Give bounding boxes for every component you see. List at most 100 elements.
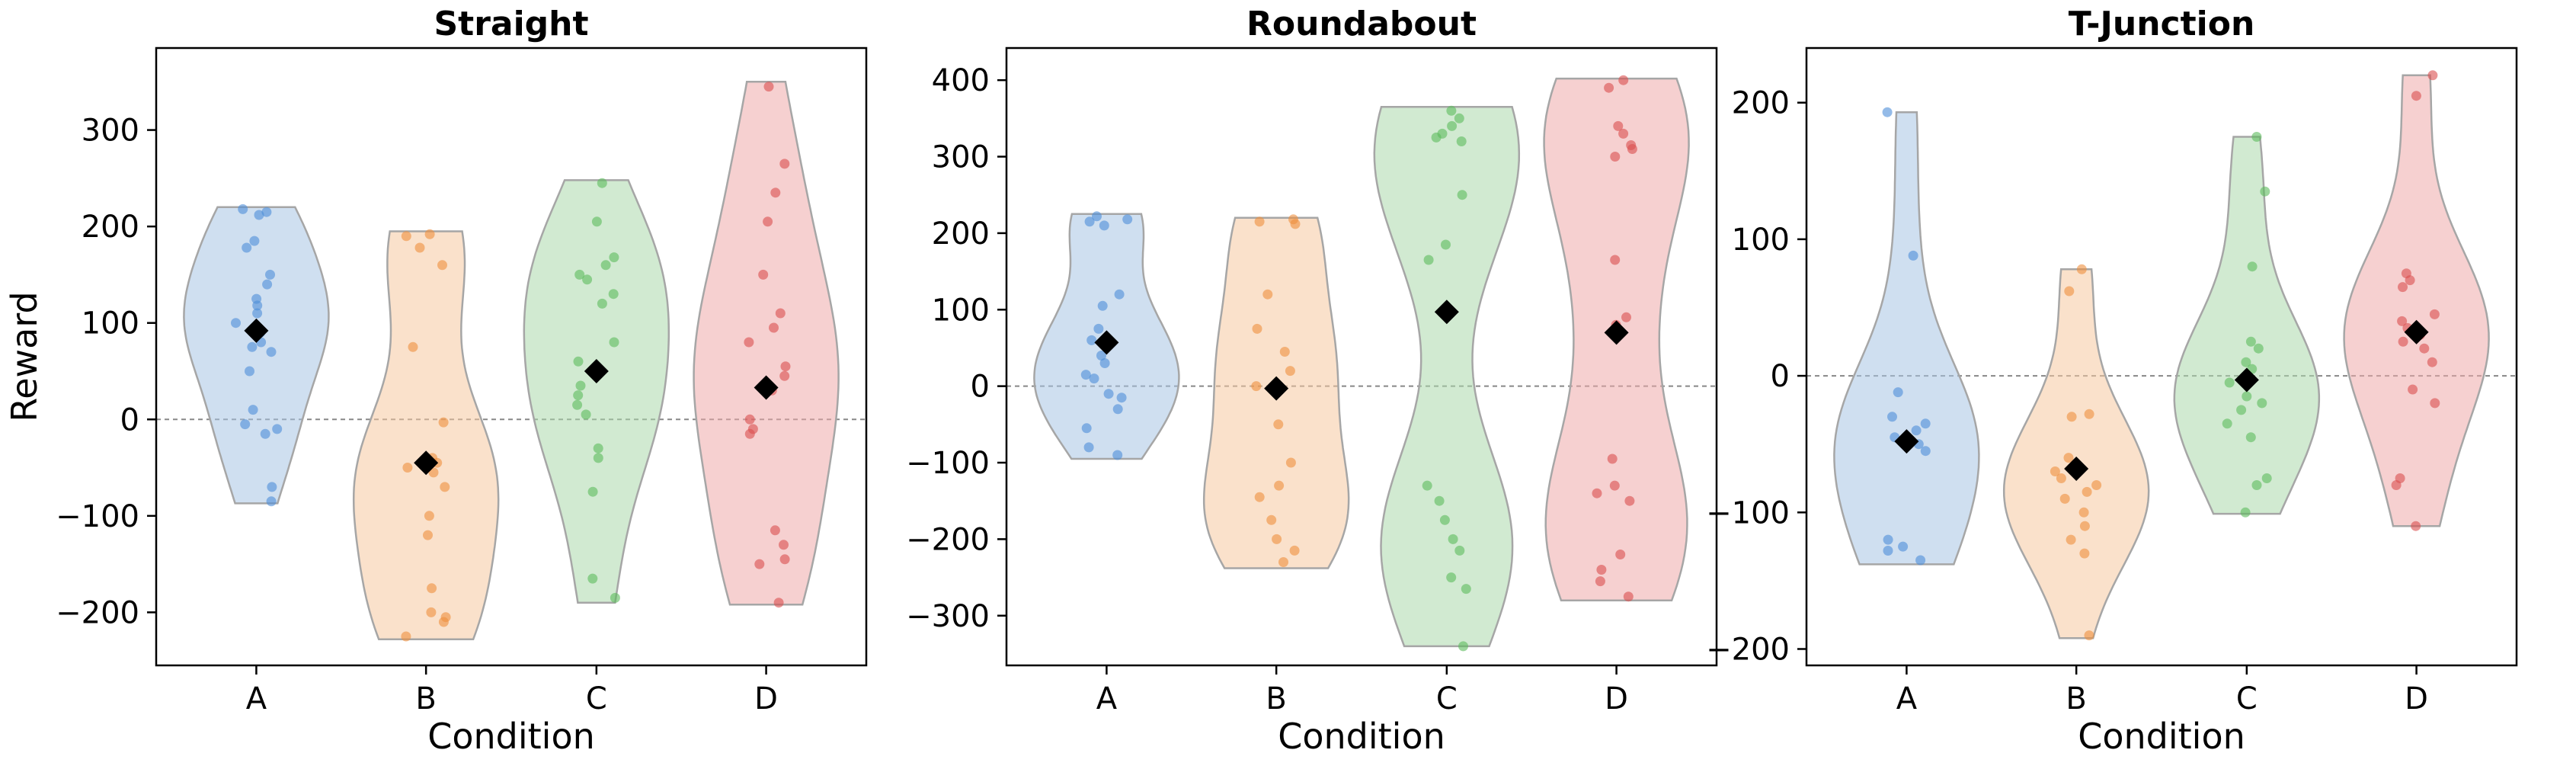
data-point (2419, 343, 2430, 354)
data-point (252, 300, 263, 311)
data-point (608, 289, 619, 300)
x-tick-label: C (1436, 681, 1458, 716)
data-point (2064, 286, 2075, 296)
data-point (1887, 412, 1897, 422)
data-point (763, 216, 773, 227)
plot-frame (155, 46, 868, 667)
data-point (1285, 366, 1295, 377)
data-point (1273, 419, 1284, 430)
mean-marker-B (2064, 456, 2089, 481)
data-point (1116, 393, 1127, 403)
data-point (1099, 358, 1110, 368)
data-point (587, 486, 598, 497)
y-tick-label: −100 (56, 499, 139, 534)
data-point (775, 308, 786, 319)
mean-marker-D (1604, 320, 1629, 345)
data-point (572, 399, 583, 410)
data-point (1439, 514, 1450, 525)
data-point (581, 409, 591, 420)
data-point (2084, 630, 2094, 641)
data-point (1081, 423, 1092, 434)
data-point (1915, 555, 1926, 566)
data-point (262, 279, 273, 290)
data-point (609, 252, 619, 263)
data-point (1083, 442, 1094, 453)
mean-marker-B (1264, 376, 1289, 401)
data-point (1446, 572, 1457, 583)
data-point (1289, 545, 1300, 556)
data-point (780, 361, 791, 372)
data-point (2091, 480, 2102, 490)
y-axis-label: Reward (4, 291, 45, 421)
data-point (1114, 289, 1125, 300)
data-point (261, 207, 272, 217)
data-point (2398, 336, 2408, 347)
data-point (2245, 336, 2256, 347)
data-point (2427, 70, 2438, 81)
data-point (2253, 343, 2264, 354)
data-point (597, 298, 607, 309)
y-tick-label: −100 (1706, 495, 1790, 530)
plot-frame (1805, 46, 2518, 667)
data-point (779, 554, 790, 565)
data-point (1254, 492, 1265, 502)
x-tick-label: D (754, 681, 778, 716)
data-point (1103, 389, 1114, 399)
y-tick-label: 0 (1771, 359, 1790, 394)
data-point (754, 559, 765, 569)
data-point (440, 482, 450, 492)
data-point (1096, 351, 1106, 361)
data-point (2242, 391, 2252, 402)
data-point (597, 178, 607, 188)
data-point (426, 607, 437, 617)
data-point (2261, 473, 2272, 483)
data-point (1279, 347, 1290, 357)
data-point (1252, 323, 1262, 334)
data-point (609, 337, 619, 348)
data-point (266, 347, 277, 357)
data-point (266, 496, 277, 507)
data-point (1262, 289, 1273, 300)
data-point (1093, 323, 1104, 334)
data-point (2076, 264, 2087, 274)
data-point (573, 356, 584, 367)
y-tick-label: −200 (56, 595, 139, 630)
data-point (1911, 425, 1922, 436)
data-point (2224, 377, 2235, 388)
violin-B (352, 230, 500, 641)
data-point (1607, 454, 1618, 464)
violin-C (2173, 136, 2321, 515)
panel-1: −300 −200 −100 0 100 200 300 400 A B C D Roundabout C… (906, 5, 1718, 757)
y-tick-label: 200 (82, 210, 139, 245)
data-point (2241, 357, 2251, 367)
data-point (1920, 446, 1931, 457)
data-point (414, 242, 425, 253)
data-point (247, 341, 258, 352)
data-point (2251, 480, 2262, 490)
data-point (437, 260, 447, 271)
x-tick-label: D (1605, 681, 1628, 716)
data-point (1447, 120, 1458, 131)
data-point (744, 337, 754, 348)
data-point (2251, 132, 2262, 142)
data-point (1610, 152, 1621, 162)
data-point (1457, 190, 1467, 200)
data-point (2056, 473, 2066, 483)
data-point (240, 419, 251, 430)
data-point (1422, 480, 1432, 491)
y-tick-label: 0 (120, 402, 139, 437)
panel-0: −200 −100 0 100 200 300 A B C D Straight Condition R… (4, 5, 868, 757)
data-point (2429, 309, 2440, 319)
data-point (1882, 107, 1893, 117)
data-point (2260, 186, 2270, 197)
data-point (1595, 576, 1605, 587)
data-point (2411, 91, 2421, 101)
x-tick-label: A (1096, 681, 1118, 716)
x-axis-label: Condition (1278, 716, 1445, 757)
data-point (1086, 335, 1097, 345)
data-point (249, 236, 260, 246)
violin-C (1373, 106, 1521, 648)
panel-title: T-Junction (2069, 5, 2255, 43)
data-point (1285, 457, 1296, 468)
data-point (1434, 495, 1445, 506)
